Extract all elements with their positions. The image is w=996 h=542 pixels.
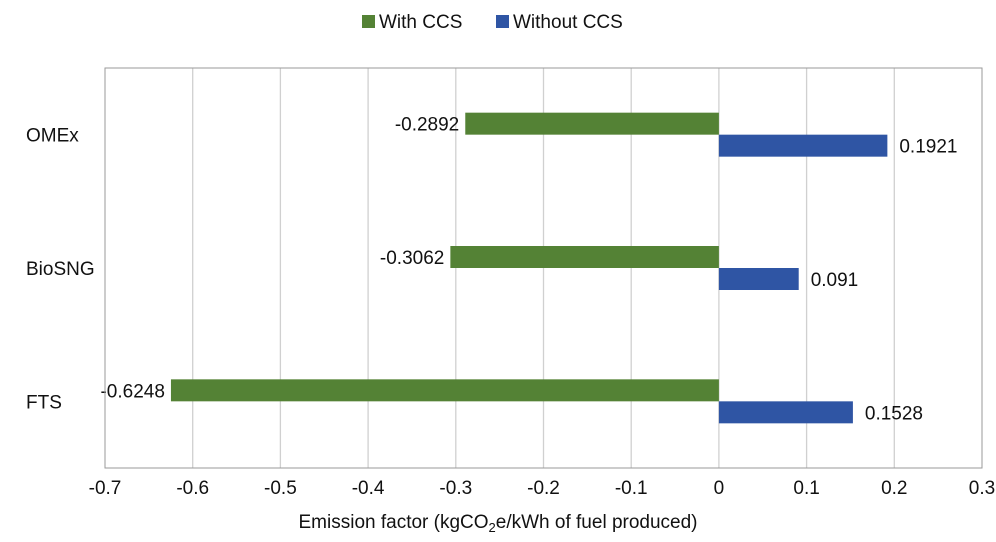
data-label: -0.6248 (100, 381, 164, 402)
bar (450, 246, 719, 268)
legend: With CCS Without CCS (362, 12, 623, 33)
plot-area-border (104, 67, 983, 469)
data-label: 0.1921 (899, 137, 957, 158)
legend-label: With CCS (379, 12, 462, 33)
x-tick-label: -0.2 (527, 478, 560, 499)
x-axis-label-main: Emission factor (kgCO (298, 512, 489, 533)
legend-swatch (496, 15, 509, 28)
bar (718, 401, 853, 424)
data-labels: -0.2892 0.1921 -0.3062 0.091 -0.6248 0.1528 (100, 115, 957, 425)
bar (718, 268, 799, 290)
data-label: -0.2892 (395, 115, 459, 136)
x-tick-label: 0.1 (793, 478, 819, 499)
x-axis-label: Emission factor (kgCO2e/kWh of fuel prod… (0, 512, 996, 535)
x-tick-label: -0.6 (176, 478, 209, 499)
x-tick-label: -0.7 (89, 478, 122, 499)
legend-label: Without CCS (513, 12, 623, 33)
x-tick-label: -0.5 (264, 478, 297, 499)
category-label: BioSNG (26, 259, 95, 280)
category-labels: OMEx BioSNG FTS (26, 126, 95, 414)
data-label: 0.1528 (865, 403, 923, 424)
bar (465, 112, 719, 135)
x-tick-label: -0.4 (352, 478, 385, 499)
x-tick-label: 0 (714, 478, 725, 499)
data-label: -0.3062 (380, 248, 444, 269)
category-label: FTS (26, 392, 62, 413)
x-axis-label-subscript: 2 (488, 520, 496, 535)
bars (170, 112, 888, 424)
legend-swatch (362, 15, 375, 28)
x-tick-label: 0.3 (969, 478, 995, 499)
data-label: 0.091 (811, 270, 859, 291)
category-label: OMEx (26, 126, 79, 147)
bar (718, 134, 888, 157)
x-tick-label: -0.1 (615, 478, 648, 499)
bar (170, 379, 719, 402)
x-tick-label: -0.3 (439, 478, 472, 499)
x-tick-label: 0.2 (881, 478, 907, 499)
x-axis-label-rest: e/kWh of fuel produced) (495, 512, 698, 533)
x-tick-labels: -0.7 -0.6 -0.5 -0.4 -0.3 -0.2 -0.1 0 0.1 0.2 0.3 (89, 478, 996, 499)
